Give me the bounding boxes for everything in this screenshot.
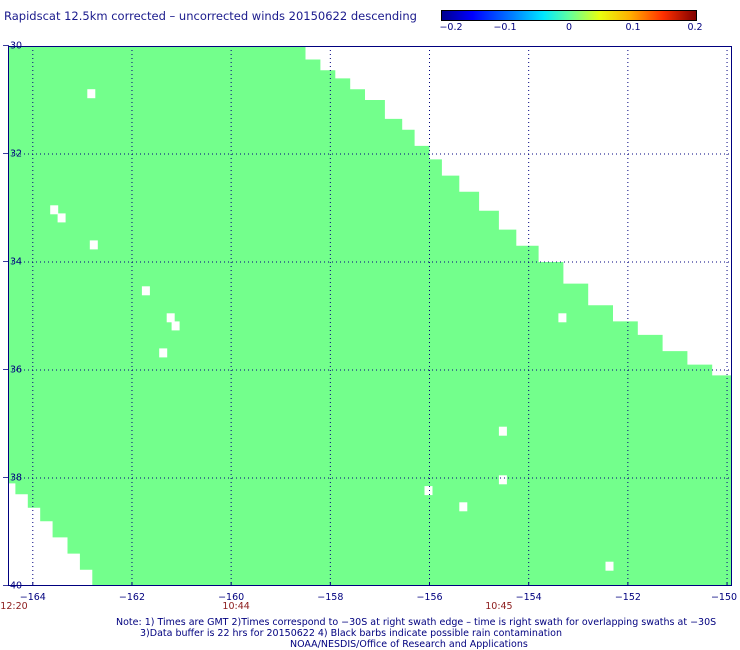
- lon-tick-label: −150: [710, 592, 738, 603]
- map-plot: [8, 46, 732, 586]
- lat-tick-label: −38: [2, 472, 23, 484]
- map-frame: [8, 46, 732, 586]
- lon-tick-label: −162: [118, 592, 146, 603]
- colorbar: [441, 10, 697, 21]
- missing-data-cell: [87, 89, 96, 99]
- missing-data-cell: [424, 486, 433, 496]
- lon-tick-label: −156: [416, 592, 443, 603]
- missing-data-cell: [57, 213, 66, 223]
- lon-tick-label: −152: [614, 592, 641, 603]
- lat-tick-label: −40: [2, 580, 23, 592]
- missing-data-cell: [605, 561, 614, 571]
- lat-tick-label: −32: [2, 148, 23, 160]
- missing-data-cell: [50, 205, 59, 215]
- footnote-line-3: NOAA/NESDIS/Office of Research and Appli…: [290, 639, 528, 650]
- lon-tick-label: −164: [19, 592, 46, 603]
- footnote-line-1: Note: 1) Times are GMT 2)Times correspon…: [116, 617, 717, 628]
- missing-data-cell: [459, 502, 468, 512]
- wind-swath: [8, 46, 732, 586]
- colorbar-tick-label: −0.1: [493, 22, 517, 33]
- missing-data-cell: [558, 313, 567, 323]
- missing-data-cell: [166, 313, 175, 323]
- missing-data-cell: [498, 426, 507, 436]
- missing-data-cell: [171, 321, 180, 331]
- lat-tick-label: −34: [2, 256, 23, 268]
- footnote-line-2: 3)Data buffer is 22 hrs for 20150622 4) …: [140, 628, 562, 639]
- lon-tick-label: −160: [218, 592, 245, 603]
- lon-tick-label: −154: [515, 592, 542, 603]
- pass-time-label: 12:20: [0, 601, 28, 612]
- colorbar-tick-label: 0: [565, 22, 573, 33]
- colorbar-tick-label: −0.2: [439, 22, 463, 33]
- missing-data-cell: [89, 240, 98, 250]
- pass-time-label: 10:44: [222, 601, 250, 612]
- colorbar-tick-label: 0.2: [687, 22, 703, 33]
- pass-time-label: 10:45: [485, 601, 513, 612]
- missing-data-cell: [498, 475, 507, 485]
- map-title: Rapidscat 12.5km corrected – uncorrected…: [4, 9, 417, 23]
- lon-tick-label: −158: [317, 592, 344, 603]
- missing-data-cell: [159, 348, 168, 358]
- colorbar-tick-label: 0.1: [625, 22, 641, 33]
- missing-data-cell: [141, 286, 150, 296]
- lat-tick-label: −36: [2, 364, 23, 376]
- lat-tick-label: −30: [2, 40, 23, 52]
